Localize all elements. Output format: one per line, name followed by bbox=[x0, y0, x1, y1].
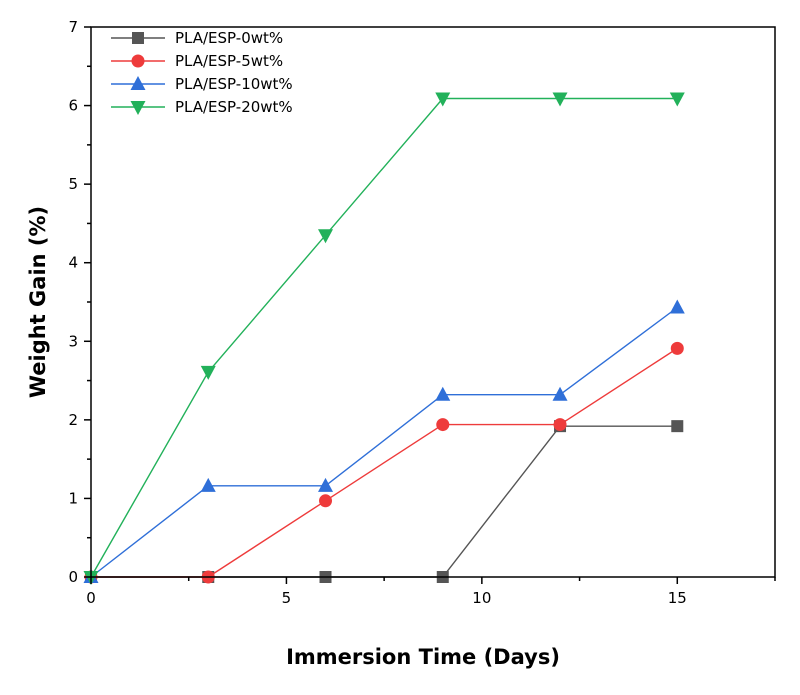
x-tick-label: 0 bbox=[86, 589, 96, 607]
y-tick-label: 0 bbox=[68, 568, 78, 586]
x-tick-label: 5 bbox=[282, 589, 292, 607]
data-point bbox=[318, 229, 334, 244]
data-point bbox=[200, 365, 216, 380]
y-axis-title: Weight Gain (%) bbox=[26, 206, 50, 398]
series-1 bbox=[84, 341, 684, 584]
series-line bbox=[91, 425, 678, 578]
legend-item: PLA/ESP-0wt% bbox=[111, 29, 283, 47]
legend-label: PLA/ESP-20wt% bbox=[175, 98, 293, 116]
legend-label: PLA/ESP-10wt% bbox=[175, 75, 293, 93]
data-point bbox=[669, 92, 685, 107]
data-point bbox=[436, 418, 450, 432]
data-point bbox=[435, 386, 451, 401]
legend-marker bbox=[130, 76, 146, 90]
legend-item: PLA/ESP-20wt% bbox=[111, 98, 293, 116]
x-axis-title: Immersion Time (Days) bbox=[286, 645, 560, 669]
legend-item: PLA/ESP-10wt% bbox=[111, 75, 293, 93]
data-point bbox=[319, 494, 333, 508]
legend-label: PLA/ESP-5wt% bbox=[175, 52, 283, 70]
x-tick-label: 10 bbox=[472, 589, 491, 607]
legend-marker bbox=[131, 54, 145, 68]
legend-label: PLA/ESP-0wt% bbox=[175, 29, 283, 47]
data-point bbox=[552, 92, 568, 107]
y-tick-label: 3 bbox=[68, 332, 78, 350]
series-3 bbox=[83, 92, 685, 585]
plot-area bbox=[83, 92, 685, 585]
legend-marker bbox=[130, 101, 146, 115]
data-point bbox=[670, 341, 684, 355]
data-point bbox=[553, 418, 567, 432]
y-tick-label: 4 bbox=[68, 254, 78, 272]
data-point bbox=[200, 477, 216, 492]
data-point bbox=[669, 299, 685, 314]
y-tick-label: 1 bbox=[68, 489, 78, 507]
data-point bbox=[671, 420, 684, 433]
x-tick-label: 15 bbox=[668, 589, 687, 607]
y-tick-label: 6 bbox=[68, 97, 78, 115]
y-tick-label: 7 bbox=[68, 18, 78, 36]
data-point bbox=[552, 386, 568, 401]
axes: 0 5 10 15 0 1 2 3 4 5 6 7 bbox=[68, 18, 776, 607]
data-point bbox=[318, 477, 334, 492]
series-0 bbox=[85, 420, 684, 583]
data-point bbox=[435, 92, 451, 107]
legend-item: PLA/ESP-5wt% bbox=[111, 52, 283, 70]
series-line bbox=[90, 97, 678, 578]
legend: PLA/ESP-0wt% PLA/ESP-5wt% PLA/ESP-10wt% PLA… bbox=[111, 29, 293, 116]
series-line bbox=[91, 347, 678, 578]
legend-marker bbox=[132, 32, 144, 44]
series-2 bbox=[83, 299, 685, 583]
y-tick-label: 2 bbox=[68, 411, 78, 429]
y-tick-label: 5 bbox=[68, 175, 78, 193]
series-line bbox=[90, 306, 678, 578]
